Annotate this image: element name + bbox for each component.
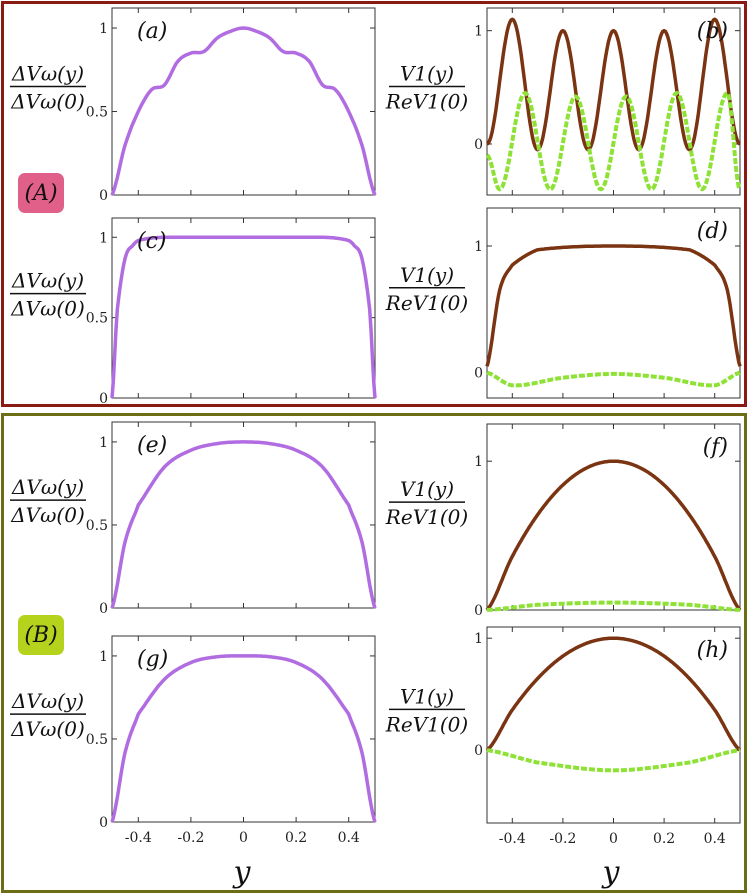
x-tick-label: 0	[239, 830, 248, 846]
series-line-0	[110, 440, 377, 609]
group-a-label: (A)	[18, 173, 64, 213]
y-tick-label: 1	[474, 239, 483, 255]
panel-label: (g)	[137, 647, 168, 672]
group-b-label: (B)	[18, 615, 64, 655]
series-line-0	[486, 17, 741, 152]
y-axis-label-denominator: ReV1(0)	[385, 712, 468, 736]
y-tick-label: 1	[99, 21, 108, 37]
y-tick-label: 0	[474, 743, 483, 759]
x-tick-label: -0.2	[177, 830, 204, 846]
panel-b: 0 1 (b) V1(y) ReV1(0)	[385, 7, 742, 196]
group-b-box	[1, 413, 747, 893]
series-line-1	[486, 748, 741, 773]
y-axis-label-numerator: V1(y)	[400, 684, 454, 708]
y-axis-label-numerator: ΔVω(y)	[11, 689, 84, 713]
panel-label: (f)	[703, 435, 728, 460]
x-tick-label: -0.2	[549, 831, 576, 847]
y-tick-label: 0.5	[86, 732, 108, 748]
y-axis-label-denominator: ΔVω(0)	[10, 503, 85, 527]
panel-label: (d)	[697, 219, 728, 244]
panel-c: 0 0.5 1 (c) ΔVω(y) ΔVω(0)	[10, 217, 377, 407]
y-tick-label: 1	[474, 631, 483, 647]
series-line-0	[485, 636, 742, 752]
y-tick-label: 1	[99, 649, 108, 665]
x-tick-label: 0	[609, 831, 618, 847]
y-axis-label-denominator: ReV1(0)	[385, 90, 468, 114]
x-axis-label-right: y	[601, 855, 621, 890]
y-tick-label: 0.5	[86, 105, 108, 121]
panel-label: (e)	[137, 433, 167, 458]
series-line-1	[486, 370, 741, 388]
y-tick-label: 0	[99, 601, 108, 617]
x-tick-label: 0.4	[338, 830, 360, 846]
y-axis-label-numerator: V1(y)	[400, 62, 454, 86]
y-axis-label-numerator: V1(y)	[400, 263, 454, 287]
y-axis-label-numerator: ΔVω(y)	[11, 62, 84, 86]
y-tick-label: 1	[474, 454, 483, 470]
series-line-0	[485, 459, 742, 612]
panel-a: 0 0.5 1 (a) ΔVω(y) ΔVω(0)	[10, 7, 377, 204]
series-line-1	[486, 600, 741, 612]
series-line-0	[110, 26, 377, 196]
y-tick-label: 0	[99, 188, 108, 204]
y-axis-label-denominator: ΔVω(0)	[10, 90, 85, 114]
series-line-1	[485, 91, 742, 192]
x-tick-label: 0.2	[653, 831, 675, 847]
x-tick-label: -0.4	[499, 831, 526, 847]
x-tick-label: -0.4	[125, 830, 152, 846]
y-axis-label-numerator: V1(y)	[400, 477, 454, 501]
y-tick-label: 1	[99, 435, 108, 451]
group-a-box	[1, 1, 747, 407]
panel-f: 0 1 (f) V1(y) ReV1(0)	[385, 423, 742, 619]
panel-label: (c)	[137, 229, 167, 254]
y-axis-label-numerator: ΔVω(y)	[11, 475, 84, 499]
y-tick-label: 0	[99, 391, 108, 407]
y-tick-label: 0.5	[86, 518, 108, 534]
series-line-0	[485, 244, 742, 367]
y-tick-label: 1	[99, 230, 108, 246]
y-tick-label: 1	[474, 24, 483, 40]
panel-label: (b)	[697, 19, 728, 44]
panel-label: (h)	[697, 638, 728, 663]
panel-d: 0 1 (d) V1(y) ReV1(0)	[385, 207, 742, 399]
y-tick-label: 0.5	[86, 311, 108, 327]
x-tick-label: 0.4	[704, 831, 726, 847]
x-axis-label-left: y	[232, 855, 252, 890]
y-tick-label: 0	[474, 366, 483, 382]
panel-h: -0.4 -0.2 0 0.2 0.4 0 1 (h) V1(y) ReV1(0)	[385, 626, 742, 847]
x-tick-label: 0.2	[285, 830, 307, 846]
y-tick-label: 0	[474, 137, 483, 153]
series-line-0	[110, 235, 377, 399]
y-axis-label-numerator: ΔVω(y)	[11, 269, 84, 293]
series-line-0	[110, 654, 377, 823]
panel-e: 0 0.5 1 (e) ΔVω(y) ΔVω(0)	[10, 421, 377, 617]
y-axis-label-denominator: ΔVω(0)	[10, 717, 85, 741]
y-axis-label-denominator: ΔVω(0)	[10, 297, 85, 321]
panel-label: (a)	[137, 19, 167, 44]
y-axis-label-denominator: ReV1(0)	[385, 505, 468, 529]
panel-g: -0.4 -0.2 0 0.2 0.4 0 0.5 1 (g) ΔVω(y) ΔVω(0)	[10, 635, 377, 846]
y-tick-label: 0	[99, 815, 108, 831]
y-tick-label: 0	[474, 603, 483, 619]
y-axis-label-denominator: ReV1(0)	[385, 291, 468, 315]
